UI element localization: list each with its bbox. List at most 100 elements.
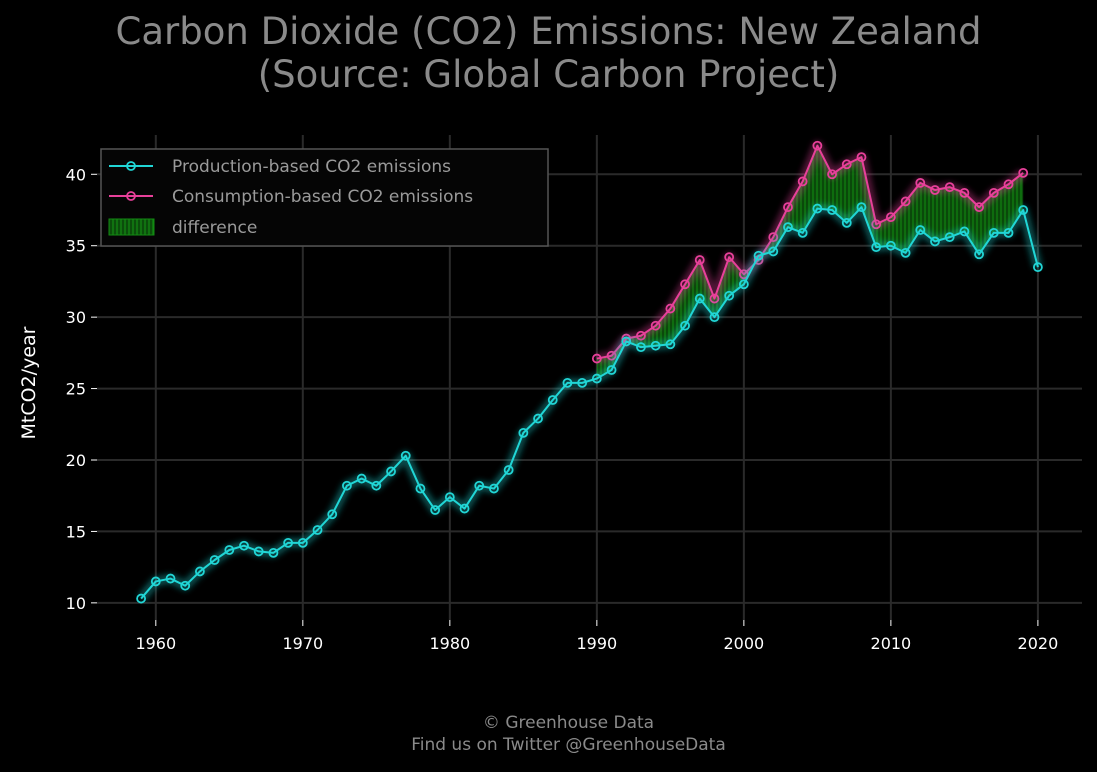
y-axis-label: MtCO2/year (18, 326, 40, 439)
x-tick-label: 2020 (1018, 634, 1059, 653)
production-point (724, 290, 735, 301)
consumption-point (959, 187, 970, 198)
consumption-point (915, 177, 926, 188)
consumption-point (650, 320, 661, 331)
y-tick-label: 25 (66, 380, 86, 399)
production-point (591, 373, 602, 384)
production-point (356, 473, 367, 484)
y-tick-label: 40 (66, 165, 86, 184)
production-point (738, 279, 749, 290)
production-point (709, 312, 720, 323)
production-point (1003, 227, 1014, 238)
production-point (253, 546, 264, 557)
production-point (621, 336, 632, 347)
production-point (900, 247, 911, 258)
production-point (474, 480, 485, 491)
production-point (606, 365, 617, 375)
consumption-point (827, 169, 837, 180)
production-point (812, 203, 823, 214)
production-point (180, 580, 191, 591)
production-point (371, 480, 382, 491)
x-axis: 1960 1970 1980 1990 2000 2010 2020 (135, 620, 1058, 653)
production-point (400, 450, 411, 461)
x-tick-label: 2000 (724, 634, 765, 653)
production-point (768, 246, 779, 257)
consumption-point (709, 293, 720, 304)
production-point (268, 547, 279, 558)
production-point (209, 555, 220, 565)
consumption-point (797, 176, 808, 187)
consumption-point (974, 202, 984, 213)
consumption-point (856, 152, 867, 163)
consumption-point (841, 159, 852, 170)
chart-title: Carbon Dioxide (CO2) Emissions: New Zeal… (0, 10, 1097, 96)
production-point (518, 427, 529, 438)
production-point (136, 593, 147, 604)
difference-fill (596, 145, 1024, 379)
y-tick-label: 15 (66, 522, 86, 541)
x-tick-label: 1970 (282, 634, 323, 653)
x-tick-label: 1960 (135, 634, 176, 653)
production-point (547, 395, 558, 405)
production-point (871, 242, 882, 253)
production-point (195, 566, 205, 577)
x-tick-label: 1980 (429, 634, 470, 653)
legend-box (100, 148, 549, 247)
footer-twitter: Find us on Twitter @GreenhouseData (411, 735, 726, 755)
production-point (489, 483, 499, 494)
difference-area (596, 145, 1024, 379)
consumption-point (1018, 167, 1029, 178)
production-point (988, 227, 999, 238)
consumption-point (680, 279, 690, 290)
legend-difference-label: difference (172, 218, 257, 238)
production-point (297, 537, 308, 548)
legend-consumption-label: Consumption-based CO2 emissions (172, 187, 473, 207)
consumption-point (665, 303, 676, 314)
production-point (885, 240, 896, 251)
production-glow (137, 202, 1043, 602)
production-point (1018, 205, 1029, 215)
production-point (959, 226, 970, 237)
chart-title-line-1: Carbon Dioxide (CO2) Emissions: New Zeal… (115, 10, 982, 53)
production-point (415, 483, 426, 494)
production-point (930, 236, 940, 247)
legend-difference-swatch (108, 218, 155, 236)
consumption-point (812, 140, 823, 151)
production-point (636, 342, 646, 353)
production-point (915, 225, 926, 235)
production-point (753, 250, 764, 261)
footer-copyright: © Greenhouse Data (482, 713, 655, 733)
chart-title-line-2: (Source: Global Carbon Project) (257, 53, 840, 96)
consumption-point (900, 196, 911, 207)
production-point (165, 573, 176, 584)
production-point (327, 509, 338, 520)
production-point (533, 413, 543, 424)
production-point (503, 465, 514, 475)
production-point (224, 545, 235, 555)
production-point (665, 339, 676, 350)
production-line (140, 206, 1039, 600)
consumption-point (988, 187, 999, 198)
production-point (797, 227, 808, 238)
y-axis: 10 15 20 25 30 35 40 (66, 165, 97, 613)
production-point (694, 293, 705, 304)
consumption-point (636, 330, 646, 341)
consumption-point (724, 252, 735, 263)
production-point (1032, 262, 1043, 273)
production-point (150, 576, 161, 587)
y-tick-label: 30 (66, 308, 86, 327)
production-point (680, 320, 690, 331)
series-lines (136, 140, 1043, 604)
production-point (312, 525, 323, 535)
production-point (386, 466, 396, 477)
production-point (283, 537, 294, 548)
consumption-point (694, 255, 705, 265)
production-point (577, 377, 588, 388)
production-point (459, 503, 470, 514)
production-point (444, 492, 455, 503)
consumption-point (783, 202, 793, 213)
consumption-point (591, 353, 602, 364)
legend-consumption-marker (126, 191, 136, 201)
x-tick-label: 1990 (576, 634, 617, 653)
consumption-point (885, 212, 896, 223)
